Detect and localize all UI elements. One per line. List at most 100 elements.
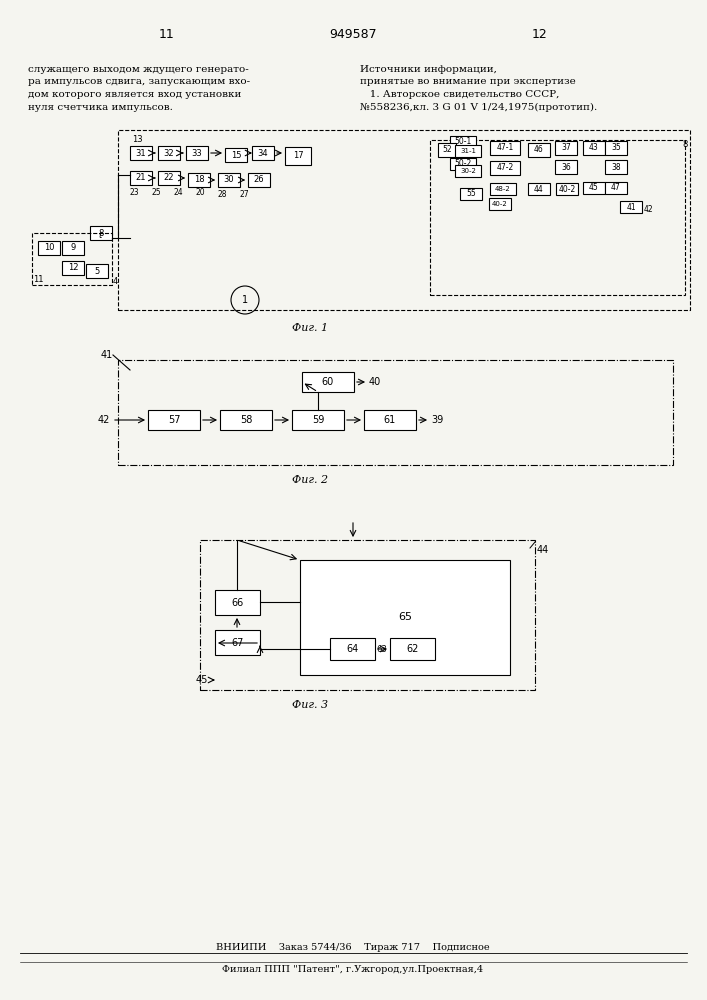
Text: 13: 13 [132,135,143,144]
Text: 50-2: 50-2 [455,159,472,168]
Text: 1: 1 [242,295,248,305]
Text: 40: 40 [369,377,381,387]
Text: 58: 58 [240,415,252,425]
Text: 4: 4 [112,277,117,286]
Text: 8: 8 [98,229,104,237]
Text: 5: 5 [94,266,100,275]
Text: ВНИИПИ    Заказ 5744/36    Тираж 717    Подписное: ВНИИПИ Заказ 5744/36 Тираж 717 Подписное [216,944,490,952]
Text: 18: 18 [194,176,204,184]
Bar [148,410,200,430]
Text: 26: 26 [254,176,264,184]
Text: 25: 25 [152,188,162,197]
Bar [364,410,416,430]
Text: 31: 31 [136,148,146,157]
Text: 47: 47 [611,184,621,192]
Bar [528,143,550,157]
Bar [555,141,577,155]
Bar [605,141,627,155]
Text: t: t [98,232,101,240]
Bar [450,136,476,148]
Text: 35: 35 [611,143,621,152]
Bar [605,160,627,174]
Bar [90,226,112,240]
Text: 38: 38 [611,162,621,172]
Text: Фиг. 2: Фиг. 2 [292,475,328,485]
Text: 43: 43 [589,143,599,152]
Bar [130,171,152,185]
Text: Источники информации,
принятые во внимание при экспертизе
   1. Авторское свидет: Источники информации, принятые во вниман… [360,65,597,112]
Bar [218,173,240,187]
Text: 27: 27 [240,190,250,199]
Bar [605,182,627,194]
Text: 65: 65 [398,612,412,622]
Bar [620,201,642,213]
Bar [490,183,516,195]
Bar [220,410,272,430]
Text: 50-1: 50-1 [455,137,472,146]
Bar [556,183,578,195]
Text: 949587: 949587 [329,28,377,41]
Text: служащего выходом ждущего генерато-
ра импульсов сдвига, запускающим вхо-
дом ко: служащего выходом ждущего генерато- ра и… [28,65,250,111]
Text: 44: 44 [534,184,544,194]
Text: 55: 55 [466,190,476,198]
Text: 28: 28 [218,190,228,199]
Text: 31-1: 31-1 [460,148,476,154]
Text: 42: 42 [644,206,654,215]
Bar [460,188,482,200]
Bar [215,590,260,615]
Text: 24: 24 [174,188,184,197]
Text: 60: 60 [322,377,334,387]
Text: 37: 37 [561,143,571,152]
Bar [330,638,375,660]
Text: 22: 22 [164,174,174,182]
Bar [62,261,84,275]
Text: 10: 10 [44,243,54,252]
Bar [215,630,260,655]
Bar [490,161,520,175]
Text: 40-2: 40-2 [559,184,575,194]
Text: 32: 32 [164,148,175,157]
Text: 42: 42 [98,415,110,425]
Bar [32,233,112,285]
Bar [390,638,435,660]
Text: 9: 9 [71,243,76,252]
Text: 12: 12 [532,28,548,41]
Text: Фиг. 3: Фиг. 3 [292,700,328,710]
Bar [438,143,456,157]
Text: 34: 34 [257,148,269,157]
Text: 23: 23 [130,188,139,197]
Text: Фиг. 1: Фиг. 1 [292,323,328,333]
Text: 62: 62 [407,644,419,654]
Bar [450,158,476,170]
Text: 41: 41 [626,202,636,212]
Bar [200,540,535,690]
Text: 15: 15 [230,150,241,159]
Text: 30-2: 30-2 [460,168,476,174]
Bar [528,183,550,195]
Text: 45: 45 [196,675,208,685]
Text: 64: 64 [346,644,358,654]
Text: 46: 46 [534,145,544,154]
Text: 17: 17 [293,151,303,160]
Text: Филиал ППП "Патент", г.Ужгород,ул.Проектная,4: Филиал ППП "Патент", г.Ужгород,ул.Проект… [223,966,484,974]
Bar [490,141,520,155]
Bar [455,145,481,157]
Text: 66: 66 [231,597,244,607]
Bar [555,160,577,174]
Text: 20: 20 [196,188,206,197]
Text: 41: 41 [101,350,113,360]
Bar [455,165,481,177]
Text: 61: 61 [384,415,396,425]
Text: 59: 59 [312,415,325,425]
Text: 45: 45 [589,184,599,192]
Text: 12: 12 [68,263,78,272]
Bar [489,198,511,210]
Bar [158,171,180,185]
Bar [62,241,84,255]
Bar [186,146,208,160]
Bar [300,560,510,675]
Text: 39: 39 [431,415,443,425]
Bar [188,173,210,187]
Bar [430,140,685,295]
Text: 11: 11 [159,28,175,41]
